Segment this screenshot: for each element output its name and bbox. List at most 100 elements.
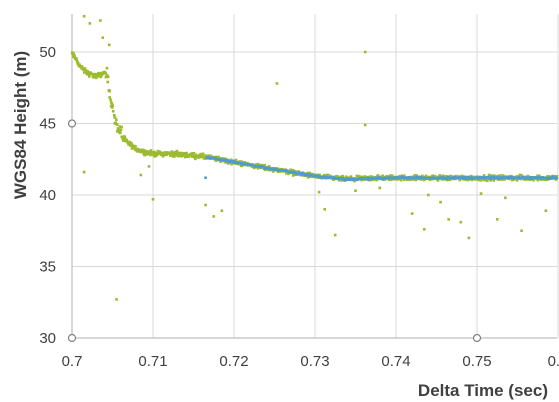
data-point bbox=[182, 154, 186, 157]
data-point bbox=[437, 176, 440, 180]
data-point bbox=[530, 177, 534, 181]
data-point bbox=[113, 116, 117, 119]
data-point bbox=[345, 178, 348, 181]
data-point bbox=[180, 155, 183, 158]
data-point bbox=[496, 176, 500, 179]
data-point bbox=[416, 176, 419, 179]
data-point bbox=[107, 43, 111, 47]
axis-marker bbox=[472, 333, 482, 343]
data-point bbox=[419, 178, 423, 181]
y-tick-label: 30 bbox=[39, 330, 56, 347]
data-point bbox=[510, 178, 514, 182]
data-point bbox=[196, 154, 200, 158]
data-point bbox=[243, 162, 247, 166]
data-point bbox=[149, 149, 153, 152]
x-tick-label: 0.72 bbox=[219, 353, 248, 370]
data-point bbox=[515, 176, 519, 180]
data-point bbox=[535, 176, 538, 180]
data-point bbox=[399, 177, 403, 181]
data-point bbox=[291, 170, 294, 174]
data-point bbox=[106, 80, 110, 84]
data-point bbox=[414, 178, 417, 182]
data-point bbox=[363, 123, 367, 127]
data-point bbox=[171, 155, 175, 158]
data-point bbox=[183, 152, 186, 155]
data-point bbox=[125, 138, 128, 142]
data-point bbox=[454, 174, 458, 178]
data-point bbox=[121, 136, 124, 139]
x-tick-label: 0.75 bbox=[462, 353, 491, 370]
data-point bbox=[128, 144, 132, 147]
data-point bbox=[145, 153, 148, 156]
data-point bbox=[410, 212, 414, 215]
data-point bbox=[520, 229, 523, 233]
data-point bbox=[376, 174, 380, 177]
data-point bbox=[173, 155, 176, 158]
data-point bbox=[378, 186, 382, 190]
x-tick-label: 0.71 bbox=[138, 353, 167, 370]
data-point bbox=[115, 130, 119, 133]
data-point bbox=[375, 178, 379, 182]
data-point bbox=[238, 160, 242, 163]
data-point bbox=[371, 176, 375, 180]
y-tick-label: 45 bbox=[39, 116, 56, 133]
data-point bbox=[354, 189, 357, 193]
data-point bbox=[191, 152, 194, 155]
data-point bbox=[170, 150, 173, 153]
data-point bbox=[160, 153, 163, 156]
data-point bbox=[128, 140, 132, 144]
data-point bbox=[480, 176, 483, 180]
data-point bbox=[201, 152, 205, 156]
data-point bbox=[243, 161, 247, 164]
data-point bbox=[363, 50, 367, 54]
data-point bbox=[366, 176, 370, 180]
data-point bbox=[422, 178, 426, 182]
data-point bbox=[90, 72, 94, 76]
data-point bbox=[341, 177, 344, 180]
data-point bbox=[200, 152, 203, 156]
data-point bbox=[322, 174, 326, 177]
data-point bbox=[469, 174, 473, 178]
data-point bbox=[308, 171, 311, 175]
data-point bbox=[447, 218, 450, 221]
data-point bbox=[436, 179, 440, 182]
data-point bbox=[485, 179, 489, 183]
data-point bbox=[169, 154, 172, 157]
data-point bbox=[452, 176, 456, 180]
data-point bbox=[377, 177, 380, 181]
data-point bbox=[121, 137, 125, 141]
data-point bbox=[355, 174, 359, 178]
data-point bbox=[251, 163, 254, 167]
data-point bbox=[420, 176, 423, 180]
data-point bbox=[111, 109, 115, 113]
data-point bbox=[240, 160, 243, 163]
data-point bbox=[109, 104, 113, 108]
data-point bbox=[111, 104, 115, 107]
data-point bbox=[424, 175, 428, 178]
data-point bbox=[518, 173, 522, 177]
data-point bbox=[101, 36, 105, 39]
data-point bbox=[194, 153, 198, 157]
data-point bbox=[177, 154, 180, 158]
data-point bbox=[466, 175, 470, 179]
data-point bbox=[544, 209, 548, 213]
data-point bbox=[176, 153, 179, 156]
data-point bbox=[88, 75, 91, 78]
data-point bbox=[83, 67, 87, 70]
data-point bbox=[365, 177, 369, 181]
data-point bbox=[118, 125, 122, 128]
data-point bbox=[263, 163, 266, 167]
data-point bbox=[193, 155, 196, 159]
data-point bbox=[542, 176, 546, 180]
data-point bbox=[204, 203, 207, 207]
data-point bbox=[259, 166, 262, 169]
data-point bbox=[539, 177, 543, 181]
data-point bbox=[320, 176, 323, 179]
data-point bbox=[277, 168, 280, 172]
data-point bbox=[515, 179, 519, 182]
data-point bbox=[482, 174, 486, 177]
data-point bbox=[352, 178, 355, 182]
data-point bbox=[215, 157, 218, 161]
data-point bbox=[153, 155, 156, 158]
data-point bbox=[99, 19, 102, 22]
